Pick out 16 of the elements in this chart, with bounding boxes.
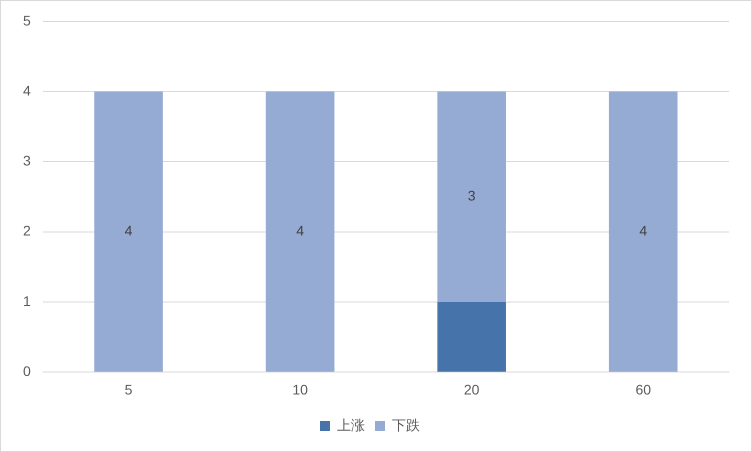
legend-label: 上涨 <box>337 416 365 433</box>
y-tick-label: 2 <box>22 222 31 239</box>
data-label: 4 <box>124 222 133 238</box>
y-tick-label: 5 <box>22 12 31 28</box>
data-label: 3 <box>468 188 476 204</box>
data-label: 4 <box>639 222 648 238</box>
y-tick-label: 4 <box>22 82 31 98</box>
x-tick-label: 20 <box>464 381 480 398</box>
y-tick-label: 1 <box>22 292 31 309</box>
y-tick-label: 0 <box>22 363 31 380</box>
x-tick-label: 10 <box>292 381 308 398</box>
data-label: 4 <box>296 222 304 238</box>
x-tick-label: 5 <box>124 381 133 398</box>
legend-label: 下跌 <box>392 416 420 433</box>
x-tick-label: 60 <box>635 381 652 398</box>
y-tick-label: 3 <box>22 152 31 169</box>
